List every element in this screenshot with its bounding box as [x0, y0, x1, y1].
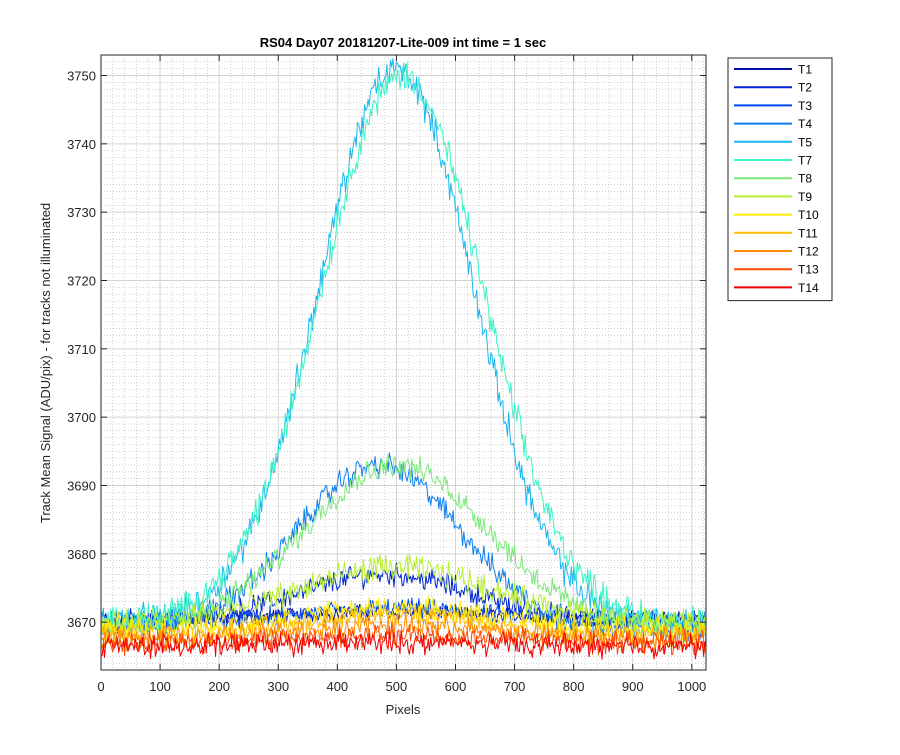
legend-label: T7 — [798, 154, 812, 168]
x-tick-label: 200 — [208, 679, 230, 694]
legend-label: T1 — [798, 63, 812, 77]
y-tick-label: 3740 — [67, 137, 96, 152]
series-line-t13 — [100, 622, 707, 657]
grid — [100, 54, 706, 671]
axes-box — [100, 54, 707, 671]
x-axis-label: Pixels — [386, 702, 421, 717]
plot-area — [100, 58, 707, 660]
y-tick-label: 3690 — [67, 479, 96, 494]
x-tick-label: 300 — [267, 679, 289, 694]
legend-label: T12 — [798, 245, 819, 259]
y-tick-label: 3700 — [67, 410, 96, 425]
legend-label: T11 — [798, 226, 818, 240]
x-tick-label: 400 — [326, 679, 348, 694]
x-tick-label: 500 — [386, 679, 408, 694]
legend-label: T14 — [798, 281, 819, 295]
legend-label: T10 — [798, 208, 819, 222]
x-tick-label: 600 — [445, 679, 467, 694]
x-tick-label: 100 — [149, 679, 171, 694]
legend-box — [727, 57, 833, 302]
legend-label: T13 — [798, 263, 819, 277]
series-line-t12 — [100, 611, 707, 653]
y-tick-label: 3730 — [67, 205, 96, 220]
y-tick-label: 3710 — [67, 342, 96, 357]
y-tick-label: 3720 — [67, 274, 96, 289]
chart-title: RS04 Day07 20181207-Lite-009 int time = … — [260, 35, 547, 50]
x-tick-label: 1000 — [677, 679, 706, 694]
legend-label: T8 — [798, 172, 812, 186]
y-axis-label: Track Mean Signal (ADU/pix) - for tracks… — [38, 203, 53, 523]
x-tick-label: 700 — [504, 679, 526, 694]
series-line-t7 — [100, 62, 707, 637]
y-tick-label: 3750 — [67, 69, 96, 84]
x-tick-label: 800 — [563, 679, 585, 694]
legend-label: T9 — [798, 190, 812, 204]
legend-label: T5 — [798, 135, 812, 149]
series-line-t8 — [100, 454, 707, 643]
x-tick-label: 0 — [97, 679, 104, 694]
legend-label: T2 — [798, 81, 812, 95]
series-line-t9 — [100, 553, 707, 636]
legend-label: T4 — [798, 117, 812, 131]
y-tick-label: 3680 — [67, 547, 96, 562]
x-tick-label: 900 — [622, 679, 644, 694]
legend: T1 T2 T3 T4 T5 T7 T8 T9 T10 T11 T12 T13 T14 — [727, 57, 833, 302]
axes: 0 100 200 300 400 500 600 700 800 900 1000 3670 3680… — [67, 54, 707, 694]
y-tick-label: 3670 — [67, 615, 96, 630]
series-line-t5 — [100, 58, 707, 638]
legend-label: T3 — [798, 99, 812, 113]
series-line-t14 — [100, 629, 707, 660]
